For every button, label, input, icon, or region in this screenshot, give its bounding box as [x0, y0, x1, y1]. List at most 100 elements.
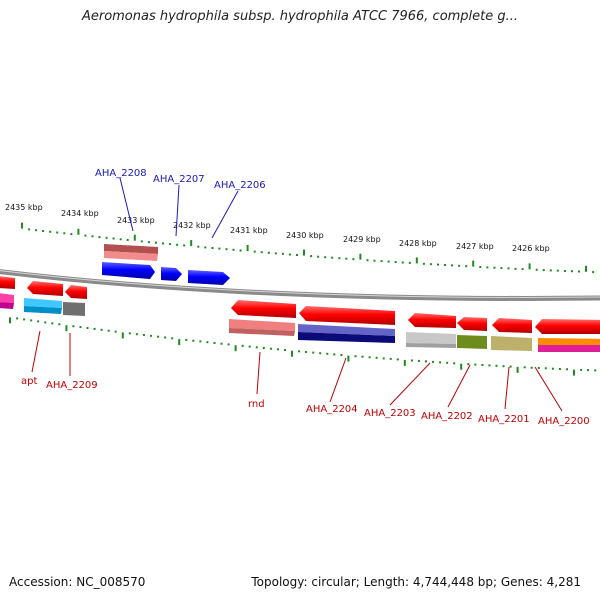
ruler-minor-tick [429, 263, 432, 266]
ruler-minor-tick [387, 260, 390, 263]
label-leader [119, 177, 134, 232]
gene-arrow[interactable] [27, 281, 63, 296]
ruler-minor-tick [396, 358, 399, 361]
ruler-minor-tick [422, 262, 425, 265]
ruler-minor-tick [155, 241, 157, 244]
ruler-minor-tick [49, 230, 52, 233]
ruler-minor-tick [375, 356, 378, 359]
ruler-tick-label: 2426 kbp [512, 244, 550, 253]
gene-box[interactable] [0, 293, 14, 303]
gene-box[interactable] [0, 302, 14, 309]
gene-label[interactable]: AHA_2203 [364, 408, 416, 419]
gene-arrow[interactable] [299, 306, 395, 325]
gene-box[interactable] [229, 328, 295, 336]
ruler-minor-tick [486, 266, 489, 269]
ruler-major-tick [77, 228, 80, 235]
ruler-minor-tick [580, 368, 583, 371]
ruler-minor-tick [220, 342, 223, 345]
ruler-minor-tick [446, 361, 449, 364]
ruler-minor-tick [544, 367, 547, 370]
gene-label[interactable]: AHA_2208 [95, 168, 147, 179]
gene-label[interactable]: AHA_2201 [478, 414, 530, 425]
gene-arrow[interactable] [65, 285, 87, 299]
gene-box[interactable] [24, 306, 62, 314]
ruler-minor-tick [317, 255, 320, 258]
gene-label[interactable]: apt [21, 376, 37, 387]
ruler-minor-tick [467, 363, 470, 366]
ruler-minor-tick [171, 337, 174, 340]
ruler-minor-tick [479, 266, 482, 268]
ruler-forward [21, 222, 595, 274]
gene-box[interactable] [491, 336, 532, 351]
gene-box[interactable] [538, 345, 600, 352]
ruler-minor-tick [164, 336, 167, 339]
ruler-minor-tick [199, 340, 202, 343]
ruler-minor-tick [262, 347, 265, 349]
ruler-minor-tick [563, 270, 566, 272]
gene-box[interactable] [229, 319, 295, 331]
ruler-major-tick [359, 253, 362, 260]
ruler-minor-tick [169, 243, 172, 246]
gene-label[interactable]: AHA_2200 [538, 416, 590, 427]
ruler-minor-tick [86, 327, 89, 329]
gene-box[interactable] [406, 332, 456, 344]
gene-label[interactable]: AHA_2202 [421, 411, 473, 422]
ruler-minor-tick [432, 360, 434, 363]
ruler-minor-tick [239, 249, 242, 252]
gene-arrow[interactable] [188, 270, 230, 285]
ruler-minor-tick [310, 255, 313, 258]
gene-box[interactable] [457, 335, 487, 349]
label-leader [329, 357, 347, 403]
ruler-minor-tick [361, 355, 364, 358]
ruler-minor-tick [537, 367, 540, 369]
ruler-minor-tick [481, 364, 484, 366]
gene-label[interactable]: rnd [248, 399, 265, 410]
gene-arrow[interactable] [0, 276, 15, 289]
gene-arrow[interactable] [104, 244, 158, 254]
ruler-minor-tick [587, 369, 590, 372]
gene-arrow[interactable] [231, 300, 296, 318]
ruler-tick-label: 2430 kbp [286, 231, 324, 240]
ruler-minor-tick [72, 325, 75, 328]
ruler-minor-tick [135, 333, 138, 336]
ruler-minor-tick [63, 232, 66, 235]
ruler-minor-tick [56, 231, 59, 234]
ruler-minor-tick [176, 243, 179, 246]
gene-label[interactable]: AHA_2204 [306, 404, 358, 415]
gene-arrow[interactable] [492, 318, 532, 333]
ruler-minor-tick [227, 343, 230, 346]
ruler-minor-tick [70, 233, 73, 236]
ruler-minor-tick [100, 328, 103, 331]
ruler-minor-tick [331, 256, 334, 259]
gene-box[interactable] [24, 298, 62, 308]
gene-label[interactable]: AHA_2206 [214, 180, 266, 191]
gene-label[interactable]: AHA_2209 [46, 380, 98, 391]
ruler-minor-tick [408, 261, 411, 264]
gene-arrow[interactable] [408, 313, 456, 328]
ruler-minor-tick [488, 364, 491, 367]
ruler-minor-tick [305, 351, 308, 353]
reverse-genes [0, 276, 600, 352]
ruler-major-tick [246, 245, 249, 251]
gene-label[interactable]: AHA_2207 [153, 174, 205, 185]
gene-box[interactable] [63, 302, 85, 316]
ruler-tick-label: 2431 kbp [230, 226, 268, 235]
gene-arrow[interactable] [104, 251, 158, 261]
ruler-minor-tick [44, 321, 47, 324]
ruler-minor-tick [326, 352, 329, 355]
gene-arrow[interactable] [161, 267, 182, 281]
gene-arrow[interactable] [102, 262, 155, 279]
ruler-major-tick [234, 345, 237, 352]
ruler-minor-tick [58, 323, 61, 326]
gene-box[interactable] [406, 343, 456, 348]
ruler-minor-tick [232, 248, 235, 251]
gene-box[interactable] [298, 332, 395, 343]
ruler-minor-tick [551, 367, 554, 370]
ruler-minor-tick [112, 237, 115, 240]
ruler-tick-label: 2429 kbp [343, 235, 381, 244]
ruler-minor-tick [444, 264, 446, 266]
gene-arrow[interactable] [457, 317, 487, 331]
gene-box[interactable] [538, 338, 600, 345]
gene-arrow[interactable] [535, 319, 600, 334]
ruler-minor-tick [366, 259, 369, 262]
